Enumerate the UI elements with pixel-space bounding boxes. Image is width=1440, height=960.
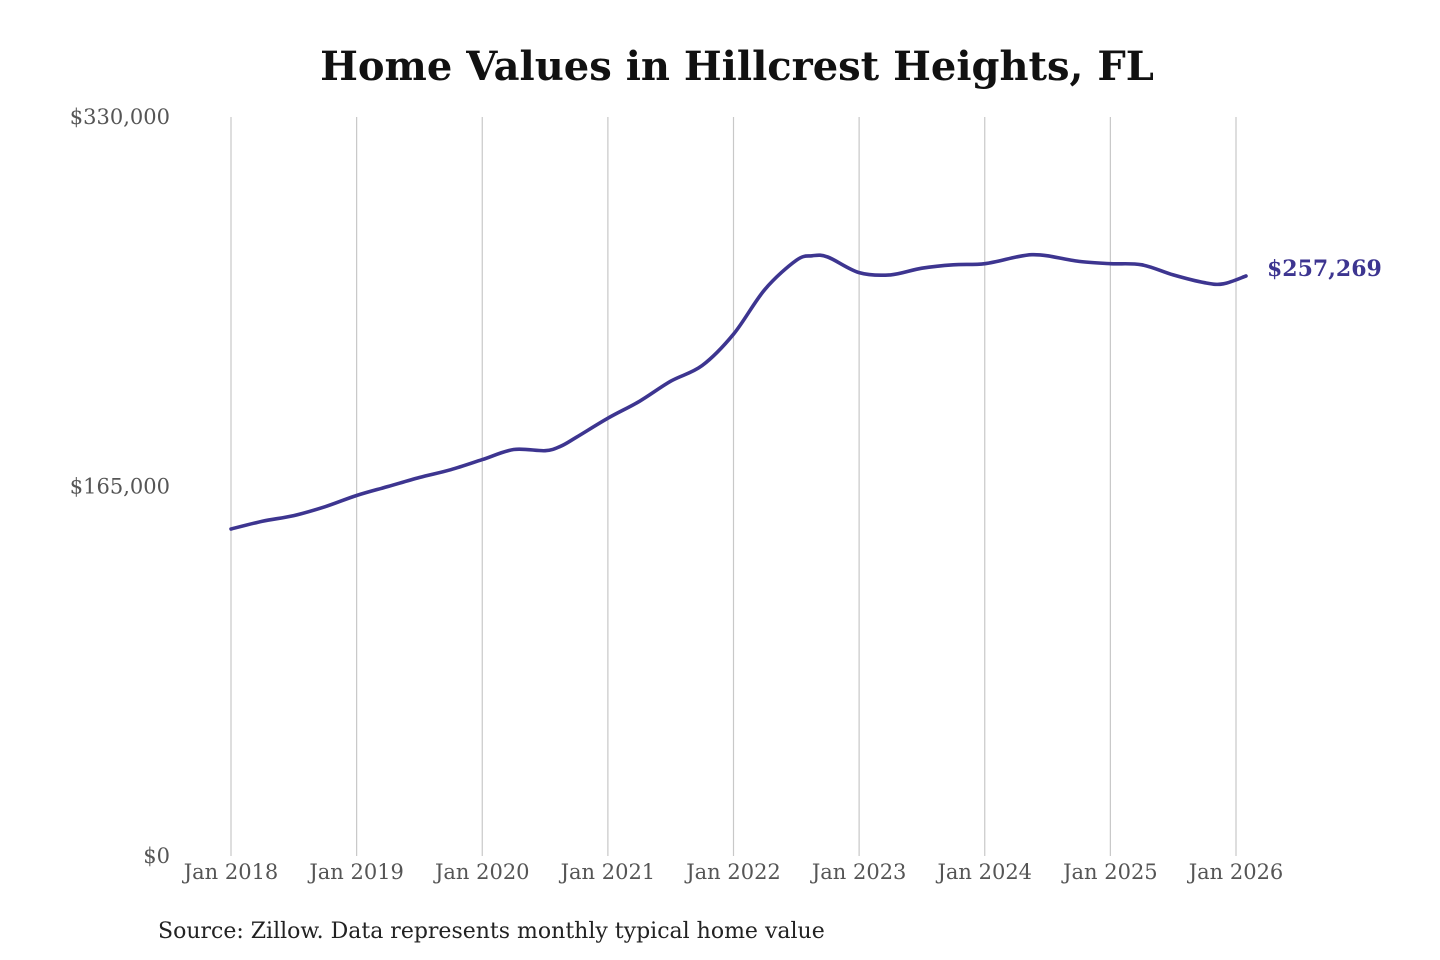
y-axis-ticks: $0 $165,000 $330,000 [70, 105, 170, 868]
x-tick-label: Jan 2021 [559, 860, 656, 884]
chart-title: Home Values in Hillcrest Heights, FL [320, 43, 1154, 90]
x-tick-label: Jan 2025 [1061, 860, 1158, 884]
source-note: Source: Zillow. Data represents monthly … [158, 919, 825, 944]
end-value-label: $257,269 [1267, 256, 1382, 282]
y-tick-label: $165,000 [70, 475, 170, 499]
x-tick-label: Jan 2019 [307, 860, 404, 884]
gridlines [230, 117, 1237, 856]
series-line [229, 252, 1248, 531]
x-tick-label: Jan 2026 [1187, 860, 1284, 884]
y-tick-label: $0 [143, 844, 170, 868]
x-tick-label: Jan 2024 [935, 860, 1032, 884]
y-tick-label: $330,000 [70, 105, 170, 129]
x-tick-label: Jan 2023 [810, 860, 907, 884]
x-tick-label: Jan 2018 [182, 860, 279, 884]
x-axis-ticks: Jan 2018 Jan 2019 Jan 2020 Jan 2021 Jan 2022… [182, 860, 1284, 884]
x-tick-label: Jan 2022 [684, 860, 781, 884]
x-tick-label: Jan 2020 [433, 860, 530, 884]
